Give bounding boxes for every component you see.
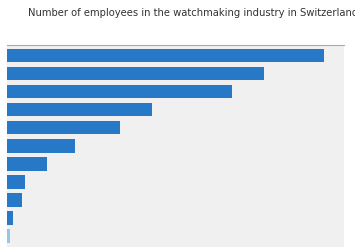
Bar [7, 85, 232, 99]
Bar [7, 139, 75, 153]
Text: Number of employees in the watchmaking industry in Switzerland in 2023, by canto: Number of employees in the watchmaking i… [28, 8, 355, 18]
Bar [7, 194, 22, 207]
Bar [7, 211, 13, 225]
Bar [7, 49, 324, 63]
Bar [7, 103, 152, 117]
Bar [7, 68, 264, 81]
Bar [7, 158, 47, 171]
Bar [7, 121, 120, 135]
Bar [7, 175, 25, 189]
Bar [7, 229, 10, 243]
